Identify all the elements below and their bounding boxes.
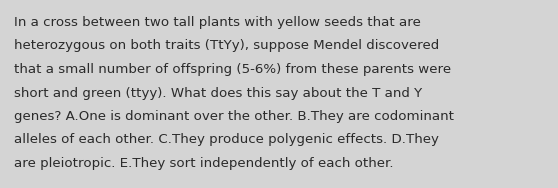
Text: are pleiotropic. E.They sort independently of each other.: are pleiotropic. E.They sort independent…	[14, 157, 393, 170]
Text: short and green (ttyy). What does this say about the T and Y: short and green (ttyy). What does this s…	[14, 86, 422, 99]
Text: alleles of each other. C.They produce polygenic effects. D.They: alleles of each other. C.They produce po…	[14, 133, 439, 146]
Text: that a small number of offspring (5-6%) from these parents were: that a small number of offspring (5-6%) …	[14, 63, 451, 76]
Text: genes? A.One is dominant over the other. B.They are codominant: genes? A.One is dominant over the other.…	[14, 110, 454, 123]
Text: heterozygous on both traits (TtYy), suppose Mendel discovered: heterozygous on both traits (TtYy), supp…	[14, 39, 439, 52]
Text: In a cross between two tall plants with yellow seeds that are: In a cross between two tall plants with …	[14, 16, 421, 29]
